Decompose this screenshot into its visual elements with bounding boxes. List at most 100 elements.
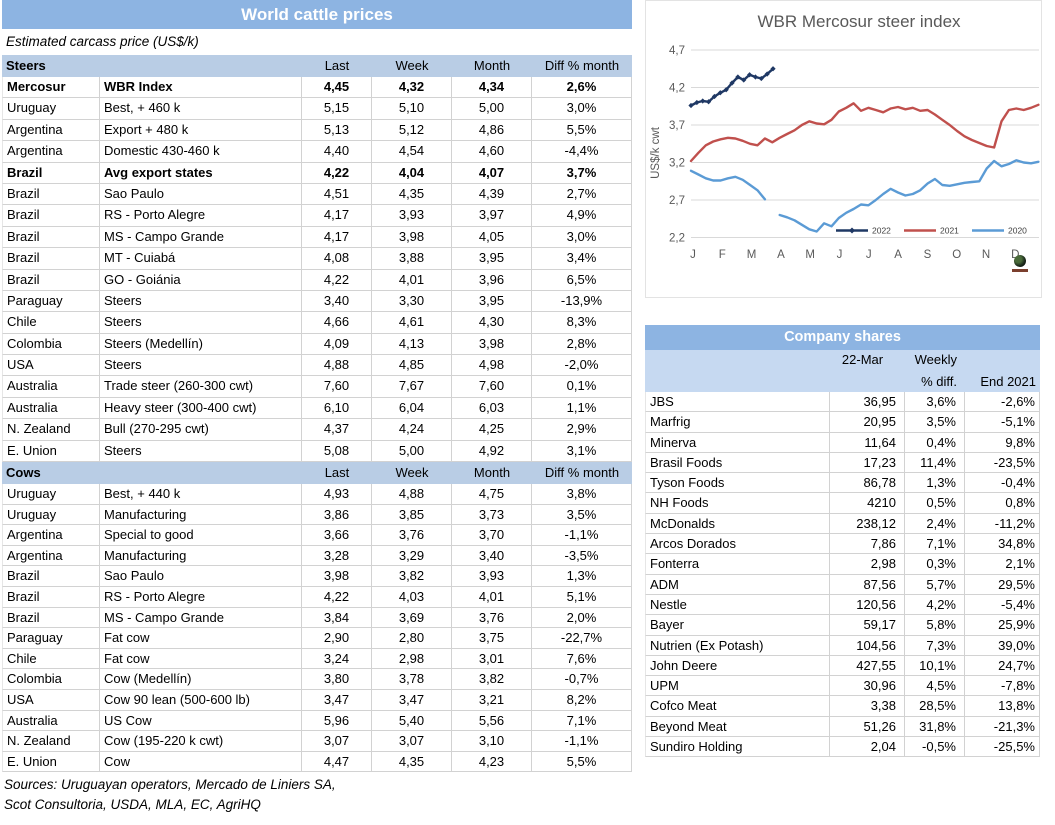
month-cell: 4,05 bbox=[452, 226, 532, 249]
item-cell: Steers bbox=[100, 312, 302, 334]
company-name-cell: Nutrien (Ex Potash) bbox=[645, 635, 830, 656]
table-row: Mercosur WBR Index 4,45 4,32 4,34 2,6% bbox=[2, 77, 632, 99]
week-cell: 2,98 bbox=[372, 648, 452, 670]
end2021-cell: -5,4% bbox=[965, 594, 1040, 616]
weekly-diff-cell: 0,5% bbox=[905, 493, 965, 514]
last-cell: 4,09 bbox=[302, 333, 372, 356]
col-header-date: 22-Mar bbox=[841, 352, 884, 367]
last-cell: 4,45 bbox=[302, 77, 372, 99]
last-cell: 3,86 bbox=[302, 504, 372, 526]
week-cell: 3,30 bbox=[372, 290, 452, 313]
country-cell: USA bbox=[2, 689, 100, 711]
last-cell: 5,08 bbox=[302, 440, 372, 463]
month-cell: 3,82 bbox=[452, 669, 532, 690]
table-row: John Deere 427,55 10,1% 24,7% bbox=[645, 655, 1040, 677]
month-cell: 3,40 bbox=[452, 545, 532, 567]
week-cell: 3,47 bbox=[372, 689, 452, 711]
company-header-row: 22-Mar Weekly % diff. End 2021 bbox=[645, 350, 1040, 392]
table-row: Brazil RS - Porto Alegre 4,17 3,93 3,97 … bbox=[2, 205, 632, 227]
week-cell: 4,24 bbox=[372, 419, 452, 441]
diff-cell: 3,1% bbox=[532, 440, 632, 463]
month-cell: 4,25 bbox=[452, 419, 532, 441]
week-cell: 6,04 bbox=[372, 397, 452, 420]
company-name-cell: Cofco Meat bbox=[645, 696, 830, 717]
last-cell: 3,28 bbox=[302, 545, 372, 567]
price-cell: 36,95 bbox=[830, 392, 905, 413]
col-header-last: Last bbox=[324, 58, 350, 73]
price-cell: 87,56 bbox=[830, 574, 905, 595]
last-cell: 5,13 bbox=[302, 119, 372, 142]
table-row: Sundiro Holding 2,04 -0,5% -25,5% bbox=[645, 737, 1040, 758]
cows-header-row: Cows Last Week Month Diff % month bbox=[2, 462, 632, 485]
week-cell: 5,00 bbox=[372, 440, 452, 463]
month-cell: 4,30 bbox=[452, 312, 532, 334]
table-row: Cofco Meat 3,38 28,5% 13,8% bbox=[645, 696, 1040, 717]
weekly-diff-cell: 0,4% bbox=[905, 432, 965, 453]
price-cell: 51,26 bbox=[830, 716, 905, 738]
diff-cell: 6,5% bbox=[532, 269, 632, 291]
table-row: E. Union Steers 5,08 5,00 4,92 3,1% bbox=[2, 440, 632, 463]
price-cell: 238,12 bbox=[830, 513, 905, 535]
company-shares-table: Company shares 22-Mar Weekly % diff. End… bbox=[645, 325, 1040, 758]
item-cell: Special to good bbox=[100, 525, 302, 546]
company-name-cell: Nestle bbox=[645, 594, 830, 616]
table-row: Brazil GO - Goiánia 4,22 4,01 3,96 6,5% bbox=[2, 269, 632, 291]
week-cell: 4,54 bbox=[372, 141, 452, 163]
week-cell: 3,88 bbox=[372, 248, 452, 270]
wbr-mercosur-chart-panel: WBR Mercosur steer index 4,7 4,2 3,7 3,2 2,7 2… bbox=[645, 0, 1042, 298]
diff-cell: 7,1% bbox=[532, 710, 632, 732]
month-cell: 3,75 bbox=[452, 628, 532, 649]
table-row: N. Zealand Cow (195-220 k cwt) 3,07 3,07… bbox=[2, 731, 632, 752]
month-cell: 3,96 bbox=[452, 269, 532, 291]
last-cell: 3,80 bbox=[302, 669, 372, 690]
country-cell: Uruguay bbox=[2, 484, 100, 505]
diff-cell: 4,9% bbox=[532, 205, 632, 227]
month-cell: 3,95 bbox=[452, 248, 532, 270]
x-tick-label: M bbox=[805, 249, 815, 261]
country-cell: Australia bbox=[2, 397, 100, 420]
x-tick-label: D bbox=[1011, 249, 1019, 261]
weekly-diff-cell: 5,8% bbox=[905, 615, 965, 636]
weekly-diff-cell: 4,2% bbox=[905, 594, 965, 616]
weekly-diff-cell: -0,5% bbox=[905, 737, 965, 758]
diff-cell: 5,5% bbox=[532, 119, 632, 142]
last-cell: 3,98 bbox=[302, 566, 372, 587]
table-row: Brazil RS - Porto Alegre 4,22 4,03 4,01 … bbox=[2, 587, 632, 608]
table-row: N. Zealand Bull (270-295 cwt) 4,37 4,24 … bbox=[2, 419, 632, 441]
last-cell: 2,90 bbox=[302, 628, 372, 649]
company-name-header bbox=[645, 350, 830, 392]
table-row: Nutrien (Ex Potash) 104,56 7,3% 39,0% bbox=[645, 635, 1040, 656]
diff-cell: -1,1% bbox=[532, 525, 632, 546]
company-name-cell: Marfrig bbox=[645, 412, 830, 433]
end2021-cell: -11,2% bbox=[965, 513, 1040, 535]
table-row: Paraguay Fat cow 2,90 2,80 3,75 -22,7% bbox=[2, 628, 632, 649]
month-cell: 5,56 bbox=[452, 710, 532, 732]
item-cell: Domestic 430-460 k bbox=[100, 141, 302, 163]
item-cell: Cow bbox=[100, 751, 302, 773]
end2021-cell: -0,4% bbox=[965, 473, 1040, 494]
week-cell: 4,32 bbox=[372, 77, 452, 99]
end2021-cell: -25,5% bbox=[965, 737, 1040, 758]
last-cell: 3,40 bbox=[302, 290, 372, 313]
diff-cell: 3,7% bbox=[532, 162, 632, 184]
week-cell: 3,93 bbox=[372, 205, 452, 227]
diff-cell: 1,1% bbox=[532, 397, 632, 420]
wbr-mercosur-chart: WBR Mercosur steer index 4,7 4,2 3,7 3,2 2,7 2… bbox=[650, 12, 1040, 261]
price-cell: 4210 bbox=[830, 493, 905, 514]
weekly-diff-cell: 3,6% bbox=[905, 392, 965, 413]
last-cell: 4,88 bbox=[302, 355, 372, 377]
sources-note: Sources: Uruguayan operators, Mercado de… bbox=[2, 772, 632, 815]
item-cell: Avg export states bbox=[100, 162, 302, 184]
col-header-end2021: End 2021 bbox=[980, 374, 1036, 389]
last-cell: 3,24 bbox=[302, 648, 372, 670]
month-cell: 3,93 bbox=[452, 566, 532, 587]
last-cell: 6,10 bbox=[302, 397, 372, 420]
company-name-cell: JBS bbox=[645, 392, 830, 413]
country-cell: Argentina bbox=[2, 525, 100, 546]
table-row: Beyond Meat 51,26 31,8% -21,3% bbox=[645, 716, 1040, 738]
country-cell: Chile bbox=[2, 312, 100, 334]
table-row: Marfrig 20,95 3,5% -5,1% bbox=[645, 412, 1040, 433]
diff-cell: 5,5% bbox=[532, 751, 632, 773]
item-cell: Best, + 460 k bbox=[100, 98, 302, 120]
last-cell: 3,84 bbox=[302, 607, 372, 629]
